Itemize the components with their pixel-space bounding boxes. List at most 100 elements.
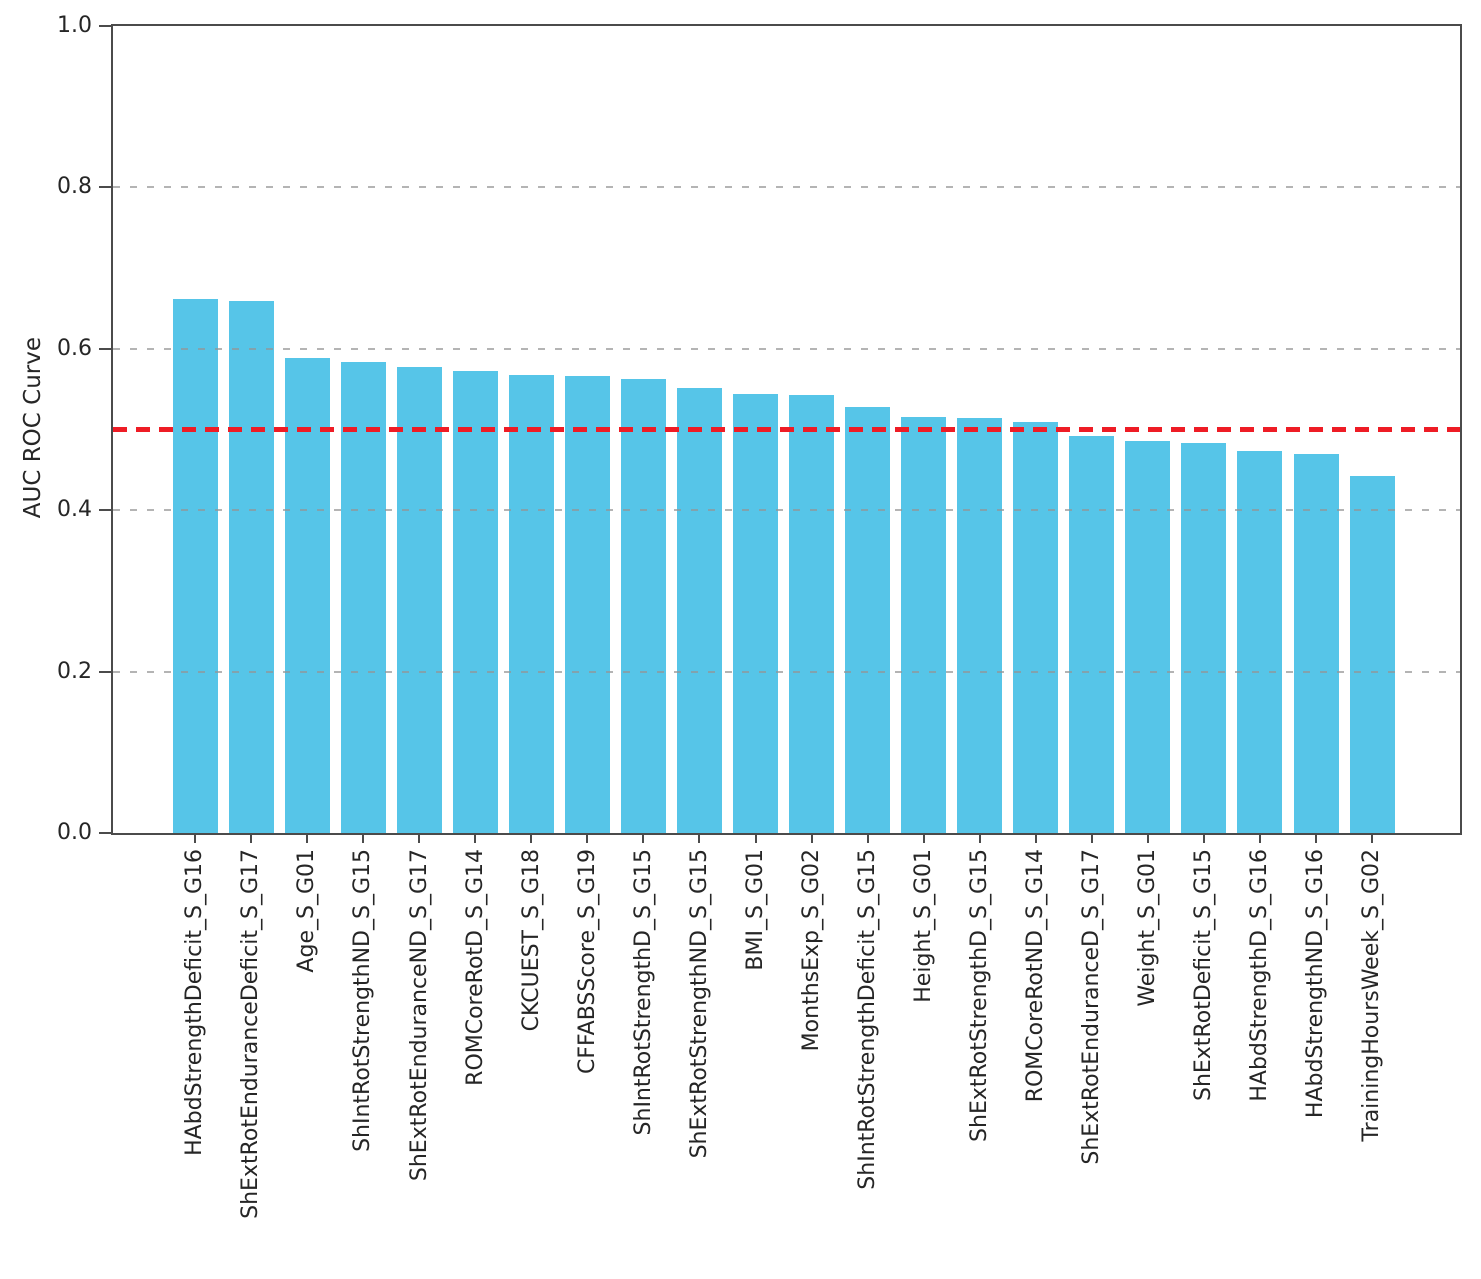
x-label-ShExtRotDeficit_S_G15: ShExtRotDeficit_S_G15 [1176,849,1232,1101]
x-label-text: HAbdStrengthDeficit_S_G16 [182,849,208,1156]
gridline-0.8 [113,186,1460,189]
x-tick-mark-MonthsExp_S_G02 [810,835,813,843]
x-label-text: Age_S_G01 [294,849,320,973]
x-label-ShExtRotEnduranceDeficit_S_G17: ShExtRotEnduranceDeficit_S_G17 [223,849,279,1219]
x-label-HAbdStrengthDeficit_S_G16: HAbdStrengthDeficit_S_G16 [167,849,223,1156]
x-tick-mark-TrainingHoursWeek_S_G02 [1371,835,1374,843]
x-tick-mark-Weight_S_G01 [1146,835,1149,843]
x-label-ShExtRotStrengthND_S_G15: ShExtRotStrengthND_S_G15 [671,849,727,1158]
x-label-ShIntRotStrengthND_S_G15: ShIntRotStrengthND_S_G15 [335,849,391,1152]
x-label-text: MonthsExp_S_G02 [798,849,824,1052]
x-tick-mark-ShExtRotEnduranceDeficit_S_G17 [250,835,253,843]
y-tick-label-0.2: 0.2 [57,658,92,684]
x-label-text: ShIntRotStrengthD_S_G15 [630,849,656,1136]
bar-ShExtRotStrengthND_S_G15 [676,388,722,833]
y-tick-mark-1.0 [99,25,111,27]
bar-Age_S_G01 [284,358,330,833]
bar-ShExtRotDeficit_S_G15 [1181,443,1227,833]
y-axis-title-wrap: AUC ROC Curve [12,24,54,831]
x-label-text: ROMCoreRotD_S_G14 [462,849,488,1086]
x-label-CKCUEST_S_G18: CKCUEST_S_G18 [503,849,559,1031]
x-label-text: BMI_S_G01 [742,849,768,971]
plot-area [111,24,1462,835]
x-label-text: ShIntRotStrengthND_S_G15 [350,849,376,1152]
y-tick-label-0.8: 0.8 [57,174,92,200]
bar-Weight_S_G01 [1125,441,1171,833]
x-label-text: CKCUEST_S_G18 [518,849,544,1032]
bar-ShIntRotStrengthD_S_G15 [620,379,666,833]
x-label-Age_S_G01: Age_S_G01 [279,849,335,973]
bar-ROMCoreRotND_S_G14 [1013,422,1059,833]
x-label-HAbdStrengthND_S_G16: HAbdStrengthND_S_G16 [1288,849,1344,1118]
bar-CKCUEST_S_G18 [508,375,554,833]
bar-ROMCoreRotD_S_G14 [452,371,498,833]
y-tick-mark-0.2 [99,670,111,673]
y-tick-mark-0.6 [99,347,111,350]
bar-BMI_S_G01 [733,394,778,833]
y-axis-title: AUC ROC Curve [20,336,46,519]
x-tick-mark-ShIntRotStrengthDeficit_S_G15 [866,835,869,843]
x-tick-mark-ShExtRotEnduranceD_S_G17 [1090,835,1093,843]
x-label-text: Weight_S_G01 [1135,849,1161,1007]
x-tick-mark-Age_S_G01 [306,835,309,843]
x-label-HAbdStrengthD_S_G16: HAbdStrengthD_S_G16 [1232,849,1288,1102]
x-tick-mark-ShExtRotEnduranceND_S_G17 [418,835,421,843]
x-label-TrainingHoursWeek_S_G02: TrainingHoursWeek_S_G02 [1344,849,1400,1142]
x-label-ROMCoreRotD_S_G14: ROMCoreRotD_S_G14 [447,849,503,1086]
x-tick-mark-ROMCoreRotD_S_G14 [474,835,477,843]
bar-ShExtRotEnduranceND_S_G17 [396,367,442,833]
x-label-text: HAbdStrengthD_S_G16 [1247,849,1273,1102]
x-label-text: ShExtRotEnduranceND_S_G17 [406,849,432,1182]
x-tick-mark-CFFABSScore_S_G19 [586,835,589,843]
x-label-ShIntRotStrengthDeficit_S_G15: ShIntRotStrengthDeficit_S_G15 [840,849,896,1190]
x-label-text: ShIntRotStrengthDeficit_S_G15 [854,849,880,1190]
y-tick-mark-0.4 [99,509,111,512]
x-label-ShExtRotEnduranceND_S_G17: ShExtRotEnduranceND_S_G17 [391,849,447,1181]
x-label-text: TrainingHoursWeek_S_G02 [1359,849,1385,1142]
x-tick-mark-HAbdStrengthND_S_G16 [1315,835,1317,843]
gridline-0.4 [113,509,1460,512]
x-tick-mark-HAbdStrengthD_S_G16 [1258,835,1261,843]
x-tick-mark-ShExtRotStrengthND_S_G15 [698,835,701,843]
y-tick-mark-0.0 [99,832,111,834]
x-tick-mark-ROMCoreRotND_S_G14 [1034,835,1037,843]
x-label-ShIntRotStrengthD_S_G15: ShIntRotStrengthD_S_G15 [615,849,671,1135]
x-label-BMI_S_G01: BMI_S_G01 [728,849,784,971]
bar-ShExtRotEnduranceDeficit_S_G17 [228,301,274,833]
x-label-text: ShExtRotEnduranceD_S_G17 [1079,849,1105,1165]
x-label-text: ShExtRotDeficit_S_G15 [1191,849,1217,1102]
x-label-ShExtRotStrengthD_S_G15: ShExtRotStrengthD_S_G15 [952,849,1008,1142]
bar-ShIntRotStrengthDeficit_S_G15 [845,407,891,833]
bar-HAbdStrengthDeficit_S_G16 [172,299,218,833]
x-label-CFFABSScore_S_G19: CFFABSScore_S_G19 [559,849,615,1074]
reference-line-0-5 [113,427,1460,432]
x-tick-mark-ShExtRotDeficit_S_G15 [1202,835,1205,843]
x-tick-mark-ShIntRotStrengthND_S_G15 [362,835,365,843]
bar-TrainingHoursWeek_S_G02 [1349,476,1395,833]
y-tick-label-0.0: 0.0 [57,820,92,845]
bar-ShExtRotStrengthD_S_G15 [957,418,1003,833]
x-label-text: ShExtRotStrengthND_S_G15 [686,849,712,1159]
gridline-0.6 [113,347,1460,350]
bar-ShIntRotStrengthND_S_G15 [340,362,386,833]
x-label-text: ShExtRotStrengthD_S_G15 [967,849,993,1142]
bar-Height_S_G01 [901,417,947,833]
x-label-text: ROMCoreRotND_S_G14 [1023,849,1049,1103]
x-tick-mark-CKCUEST_S_G18 [530,835,533,843]
y-tick-label-1.0: 1.0 [57,13,92,38]
y-tick-mark-0.8 [99,186,111,189]
bar-CFFABSScore_S_G19 [564,376,610,833]
bar-HAbdStrengthD_S_G16 [1237,451,1283,833]
x-label-Weight_S_G01: Weight_S_G01 [1120,849,1176,1007]
x-label-MonthsExp_S_G02: MonthsExp_S_G02 [784,849,840,1051]
x-label-ROMCoreRotND_S_G14: ROMCoreRotND_S_G14 [1008,849,1064,1102]
bar-HAbdStrengthND_S_G16 [1293,454,1339,833]
x-label-ShExtRotEnduranceD_S_G17: ShExtRotEnduranceD_S_G17 [1064,849,1120,1165]
x-tick-mark-BMI_S_G01 [754,835,757,843]
x-label-text: ShExtRotEnduranceDeficit_S_G17 [238,849,264,1219]
bar-MonthsExp_S_G02 [789,395,835,833]
gridline-0.2 [113,670,1460,673]
x-tick-mark-ShIntRotStrengthD_S_G15 [642,835,645,843]
bar-ShExtRotEnduranceD_S_G17 [1069,436,1115,833]
